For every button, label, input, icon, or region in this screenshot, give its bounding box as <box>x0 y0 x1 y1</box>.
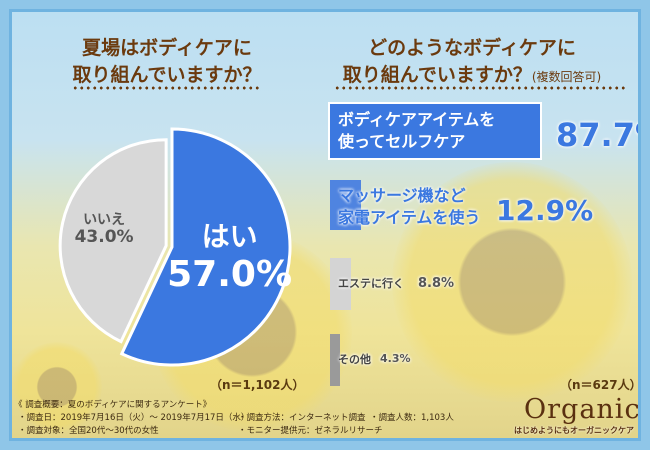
bar-value-label: 12.9% <box>496 194 594 227</box>
survey-heading: 《 調査概要：夏のボディケアに関するアンケート》 <box>14 400 212 410</box>
title-note: (複数回答可) <box>531 70 602 84</box>
pie-value-label: 43.0% <box>75 227 134 247</box>
survey-date: ・調査日：2019年7月16日（火）～ 2019年7月17日（水） <box>18 413 250 423</box>
pie-slice-yes <box>119 127 292 367</box>
bar <box>330 334 341 386</box>
dotted-divider <box>334 86 626 90</box>
survey-count: ・調査人数：1,103人 <box>370 413 454 423</box>
logo-tagline: はじめようにもオーガニックケア <box>514 426 634 435</box>
bar-row: エステに行く 8.8% <box>330 258 454 310</box>
left-sample-size: （n＝1,102人） <box>210 378 305 392</box>
pie-slice-no <box>58 138 168 344</box>
left-title-line2: 取り組んでいますか？ <box>72 64 262 86</box>
bar-label-line: ボディケアアイテムを <box>338 110 496 129</box>
bar-row: その他 4.3% <box>330 334 411 386</box>
bar-category-label: エステに行く <box>338 277 404 291</box>
bar-value-label: 8.8% <box>418 276 455 291</box>
sunflower-decoration <box>392 162 632 402</box>
dotted-divider <box>72 86 262 90</box>
bar-value-label: 87.7% <box>556 116 638 154</box>
right-title-line2: 取り組んでいますか？ <box>342 64 532 86</box>
bar-value-label: 4.3% <box>380 352 411 365</box>
bar-category-label: ボディケアアイテムを 使ってセルフケア <box>338 109 495 153</box>
pie-category-label: はい <box>202 220 258 253</box>
survey-provider: ・モニター提供元：ゼネラルリサーチ <box>238 426 383 436</box>
right-title-line1: どのようなボディケアに <box>368 37 576 59</box>
bar-category-label: その他 <box>338 353 371 367</box>
survey-method: ・調査方法：インターネット調査 <box>238 413 366 423</box>
bar-label-line: マッサージ機など <box>338 186 466 205</box>
survey-target: ・調査対象：全国20代～30代の女性 <box>18 426 159 436</box>
left-title: 夏場はボディケアに 取り組んでいますか？ <box>52 35 282 89</box>
bar-row: マッサージ機など 家電アイテムを使う 12.9% <box>330 180 593 230</box>
bar <box>330 258 352 310</box>
right-title: どのようなボディケアに 取り組んでいますか？(複数回答可) <box>312 35 632 91</box>
right-sample-size: （n＝627人） <box>560 378 641 392</box>
bar-label-line: 家電アイテムを使う <box>338 208 481 227</box>
bar <box>330 180 361 230</box>
infographic-frame: 夏場はボディケアに 取り組んでいますか？ どのようなボディケアに 取り組んでいま… <box>9 9 641 441</box>
bar <box>327 102 543 160</box>
bar-label-line: その他 <box>338 353 371 366</box>
bar-category-label: マッサージ機など 家電アイテムを使う <box>338 185 480 229</box>
bar-label-line: 使ってセルフケア <box>338 132 466 151</box>
pie-category-label: いいえ <box>83 212 125 228</box>
left-title-line1: 夏場はボディケアに <box>82 37 252 59</box>
pie-value-label: 57.0% <box>167 254 292 295</box>
sunflower-decoration <box>12 342 102 432</box>
bar-label-line: エステに行く <box>338 277 404 290</box>
organico-logo: Organico <box>524 394 641 425</box>
